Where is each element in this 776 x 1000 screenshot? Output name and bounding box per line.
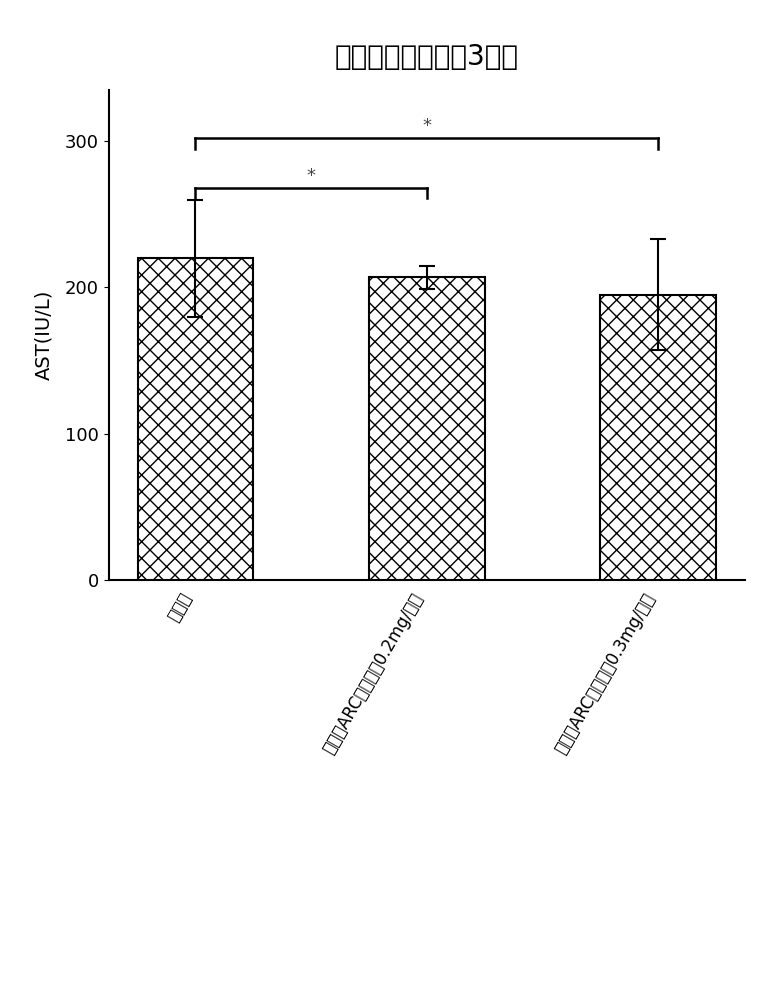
Text: *: * [307, 167, 316, 185]
Bar [137, 258, 253, 580]
Text: *: * [422, 117, 431, 135]
Y-axis label: AST(IU/L): AST(IU/L) [35, 290, 54, 380]
Title: 肝再生实验结果（3天）: 肝再生实验结果（3天） [334, 43, 519, 71]
Bar [369, 277, 485, 580]
Bar [601, 295, 716, 580]
